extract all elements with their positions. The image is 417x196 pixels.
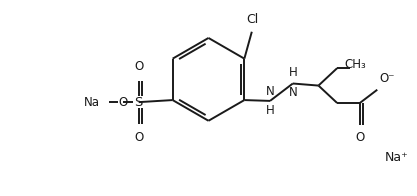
- Text: H: H: [266, 104, 275, 117]
- Text: CH₃: CH₃: [344, 58, 366, 71]
- Text: H: H: [289, 66, 298, 79]
- Text: S: S: [135, 96, 143, 109]
- Text: O: O: [134, 60, 143, 73]
- Text: N: N: [266, 85, 275, 98]
- Text: Cl: Cl: [246, 13, 259, 25]
- Text: O: O: [118, 96, 128, 109]
- Text: O⁻: O⁻: [380, 72, 395, 85]
- Text: Na: Na: [84, 96, 100, 109]
- Text: N: N: [289, 86, 298, 99]
- Text: O: O: [355, 131, 364, 144]
- Text: O: O: [134, 131, 143, 144]
- Text: Na⁺: Na⁺: [385, 151, 409, 164]
